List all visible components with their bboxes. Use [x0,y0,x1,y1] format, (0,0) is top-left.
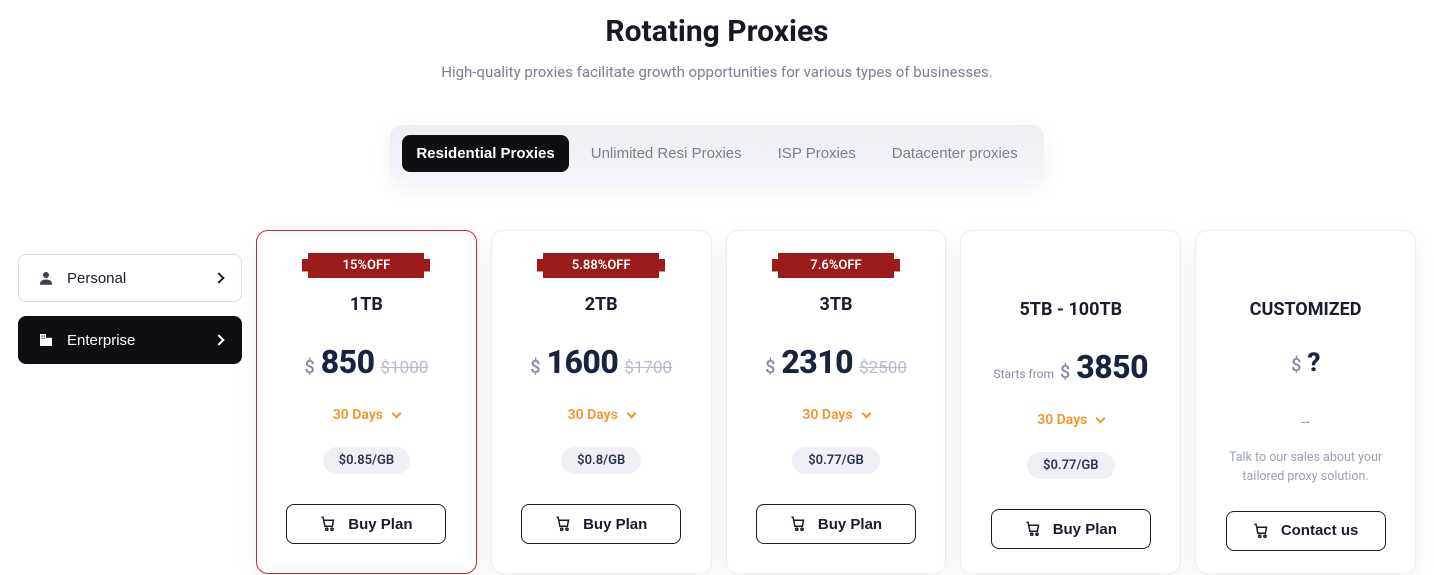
person-icon [37,269,55,287]
duration-label: 30 Days [568,407,618,423]
buy-label: Buy Plan [1053,521,1117,538]
price-amount: 3850 [1076,348,1148,386]
price: $ ? [1291,348,1320,388]
proxy-type-tabs: Residential Proxies Unlimited Resi Proxi… [390,125,1043,182]
plan-tier-sidebar: Personal Enterprise [18,230,242,364]
plan-card-1tb: 15%OFF 1TB $ 850 $1000 30 Days $0.85/GB … [256,230,477,574]
price: $ 2310 $2500 [765,343,907,383]
duration-label: 30 Days [333,407,383,423]
buy-plan-button[interactable]: Buy Plan [756,504,916,544]
price-original: $1700 [624,358,672,378]
currency: $ [765,357,775,378]
chevron-down-icon [626,409,636,419]
chevron-down-icon [861,409,871,419]
plan-card-customized: CUSTOMIZED $ ? -- Talk to our sales abou… [1195,230,1416,574]
plan-name: 3TB [820,294,853,315]
duration-select[interactable]: 30 Days [568,407,635,423]
building-icon [37,331,55,349]
buy-plan-button[interactable]: Buy Plan [991,509,1151,549]
buy-label: Buy Plan [583,516,647,533]
duration-label: 30 Days [802,407,852,423]
buy-label: Buy Plan [348,516,412,533]
price-per-gb: $0.77/GB [792,447,879,474]
currency: $ [530,357,540,378]
tab-datacenter[interactable]: Datacenter proxies [878,135,1032,172]
plan-name: 5TB - 100TB [1019,299,1122,320]
currency: $ [304,357,314,378]
chevron-right-icon [213,272,224,283]
buy-plan-button[interactable]: Buy Plan [521,504,681,544]
currency: $ [1291,355,1301,376]
price-amount: 1600 [547,343,619,381]
discount-badge: 5.88%OFF [543,253,659,278]
sidebar-item-label: Enterprise [67,332,135,349]
tab-isp[interactable]: ISP Proxies [764,135,870,172]
plan-card-2tb: 5.88%OFF 2TB $ 1600 $1700 30 Days $0.8/G… [491,230,712,574]
price-amount: ? [1307,348,1320,378]
page-title: Rotating Proxies [0,14,1434,49]
price: Starts from $ 3850 [994,348,1149,388]
buy-plan-button[interactable]: Buy Plan [286,504,446,544]
plan-name: 1TB [350,294,383,315]
cart-icon [1025,520,1043,538]
duration-placeholder: -- [1301,412,1310,431]
plan-card-5tb-100tb: 5TB - 100TB Starts from $ 3850 30 Days $… [960,230,1181,574]
tab-residential[interactable]: Residential Proxies [402,135,568,172]
cart-icon [1253,522,1271,540]
plan-name: CUSTOMIZED [1250,299,1362,320]
price-per-gb: $0.77/GB [1027,452,1114,479]
plan-card-3tb: 7.6%OFF 3TB $ 2310 $2500 30 Days $0.77/G… [726,230,947,574]
price-amount: 2310 [781,343,853,381]
buy-label: Buy Plan [818,516,882,533]
price: $ 850 $1000 [304,343,428,383]
duration-select[interactable]: 30 Days [802,407,869,423]
plan-name: 2TB [585,294,618,315]
discount-badge: 7.6%OFF [778,253,894,278]
currency: $ [1060,362,1070,383]
cart-icon [555,515,573,533]
duration-label: 30 Days [1037,412,1087,428]
price-per-gb: $0.85/GB [323,447,410,474]
tab-unlimited-resi[interactable]: Unlimited Resi Proxies [577,135,756,172]
sidebar-item-label: Personal [67,270,126,287]
page-subtitle: High-quality proxies facilitate growth o… [0,63,1434,81]
chevron-down-icon [1096,414,1106,424]
pricing-cards: 15%OFF 1TB $ 850 $1000 30 Days $0.85/GB … [256,230,1416,574]
price-prefix: Starts from [994,367,1055,381]
sidebar-item-enterprise[interactable]: Enterprise [18,316,242,364]
duration-select[interactable]: 30 Days [333,407,400,423]
contact-us-button[interactable]: Contact us [1226,511,1386,551]
price-amount: 850 [321,343,375,381]
custom-plan-note: Talk to our sales about your tailored pr… [1214,449,1397,487]
price-original: $1000 [381,358,429,378]
duration-select[interactable]: 30 Days [1037,412,1104,428]
price-per-gb: $0.8/GB [561,447,641,474]
price-original: $2500 [859,358,907,378]
price: $ 1600 $1700 [530,343,672,383]
discount-badge: 15%OFF [308,253,424,278]
cart-icon [320,515,338,533]
cart-icon [790,515,808,533]
sidebar-item-personal[interactable]: Personal [18,254,242,302]
chevron-right-icon [213,334,224,345]
chevron-down-icon [392,409,402,419]
contact-label: Contact us [1281,522,1359,539]
